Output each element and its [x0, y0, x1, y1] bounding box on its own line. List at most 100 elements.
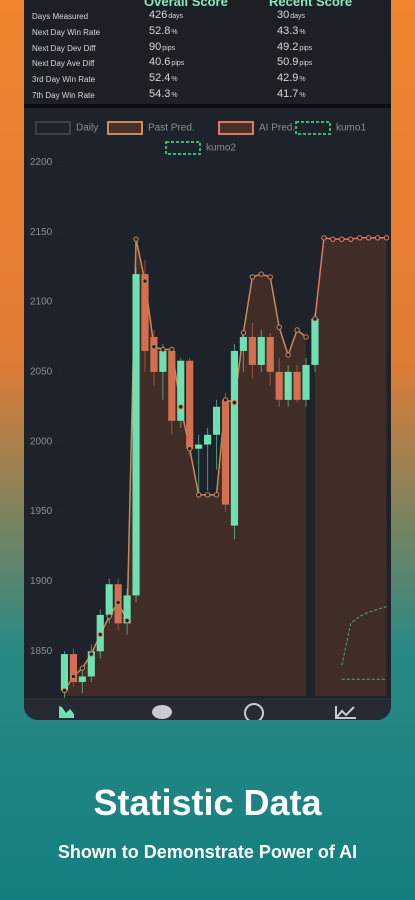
overall-cell: 40.6pips	[149, 56, 184, 68]
row-label: Days Measured	[32, 12, 89, 21]
candle-body	[177, 360, 185, 421]
candle-body	[257, 336, 265, 365]
prediction-point	[61, 687, 68, 694]
tab-globe[interactable]	[244, 703, 264, 720]
recent-cell: 30days	[277, 9, 305, 21]
prediction-point	[106, 613, 112, 620]
recent-unit: %	[299, 76, 306, 84]
recent-unit: pips	[299, 44, 313, 52]
prediction-area	[314, 237, 387, 696]
tab-icons	[59, 703, 356, 720]
prediction-point	[213, 492, 220, 498]
overall-unit: days	[168, 13, 184, 20]
y-tick-label: 1950	[30, 506, 53, 517]
legend-label: Daily	[76, 123, 98, 134]
overall-value: 40.6	[149, 56, 171, 69]
recent-unit: %	[299, 28, 306, 36]
candle-body	[239, 336, 247, 351]
candle-body	[159, 350, 167, 372]
prediction-point	[312, 316, 318, 322]
prediction-point	[365, 235, 372, 241]
stats-row: Next Day Win Rate 52.8% 43.3%	[32, 24, 382, 40]
caption-title: Statistic Data	[93, 782, 322, 823]
column-header: Recent Score	[269, 0, 353, 9]
overall-value: 52.4	[149, 72, 171, 85]
candle-body	[195, 444, 203, 449]
overall-cell: 90pips	[149, 41, 175, 53]
recent-cell: 49.2pips	[277, 41, 312, 53]
candle-body	[186, 360, 194, 449]
prediction-point	[169, 346, 175, 353]
legend-label: kumo2	[206, 143, 236, 154]
row-label: Next Day Ave Diff	[32, 59, 95, 69]
kumo-line	[341, 606, 387, 666]
prediction-point	[142, 278, 148, 284]
overall-cell: 52.4%	[149, 72, 178, 84]
recent-cell: 50.9pips	[277, 56, 312, 68]
prediction-point	[258, 271, 264, 277]
stats-row: Next Day Ave Diff 40.6pips 50.9pips	[32, 55, 382, 71]
candle-body	[78, 676, 86, 683]
tab-chart[interactable]	[59, 706, 74, 718]
prediction-point	[88, 651, 95, 657]
prediction-point	[70, 673, 77, 680]
candle-body	[87, 651, 95, 677]
prediction-point	[267, 274, 273, 280]
prediction-point	[204, 492, 211, 498]
candle-body	[248, 336, 256, 365]
candle-body	[302, 364, 310, 400]
candle-body	[60, 654, 69, 691]
overall-value: 52.8	[149, 24, 171, 37]
overall-value: 426	[149, 9, 168, 21]
candle-body	[311, 318, 319, 365]
y-tick-label: 2200	[30, 157, 53, 168]
recent-value: 42.9	[277, 72, 299, 85]
prediction-point	[240, 330, 247, 336]
phone-screen: Overall Score Recent Score Days Measured…	[24, 0, 391, 720]
candle-body	[284, 371, 292, 400]
row-label: Next Day Dev Diff	[32, 43, 96, 53]
divider	[24, 104, 391, 108]
y-tick-label: 2050	[30, 367, 53, 378]
y-tick-label: 1850	[30, 646, 53, 657]
prediction-point	[303, 334, 309, 340]
row-label: 7th Day Win Rate	[32, 91, 95, 100]
prediction-point	[124, 617, 130, 624]
candle-body	[69, 654, 77, 683]
overall-unit: %	[171, 28, 178, 36]
prediction-point	[151, 344, 157, 350]
recent-value: 49.2	[277, 40, 299, 53]
candle-body	[168, 350, 176, 421]
tab-chat[interactable]	[152, 705, 172, 719]
y-tick-label: 2000	[30, 436, 53, 447]
row-label: Next Day Win Rate	[32, 27, 101, 37]
prediction-point	[222, 397, 229, 403]
recent-value: 50.9	[277, 56, 299, 69]
tab-trend[interactable]	[335, 706, 356, 719]
recent-value: 30	[277, 9, 290, 21]
recent-cell: 43.3%	[277, 25, 306, 37]
legend-label: Past Pred.	[148, 123, 195, 134]
prediction-point	[330, 236, 336, 242]
y-tick-label: 1900	[30, 576, 53, 587]
prediction-point	[187, 446, 193, 452]
overall-unit: %	[171, 76, 178, 84]
overall-cell: 52.8%	[149, 25, 178, 37]
recent-cell: 42.9%	[277, 72, 306, 84]
stats-row: Next Day Dev Diff 90pips 49.2pips	[32, 40, 382, 56]
prediction-point	[79, 665, 86, 671]
recent-unit: pips	[299, 60, 313, 68]
prediction-point	[231, 399, 238, 406]
candle-body	[141, 274, 149, 351]
prediction-point	[276, 324, 282, 330]
legend-swatch	[35, 121, 71, 135]
prediction-point	[285, 352, 291, 358]
overall-value: 90	[149, 40, 162, 53]
recent-unit: days	[290, 13, 306, 20]
prediction-point	[133, 236, 139, 242]
candle-body	[230, 350, 239, 526]
y-tick-label: 2100	[30, 297, 53, 308]
candle-body	[293, 371, 301, 400]
recent-value: 41.7	[277, 88, 299, 100]
